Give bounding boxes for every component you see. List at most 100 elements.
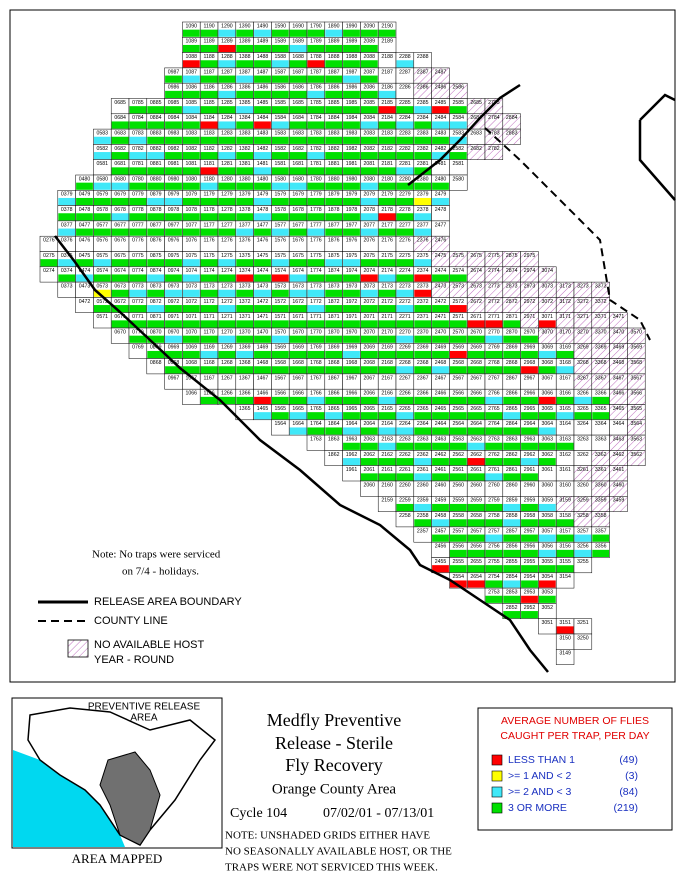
dates: 07/02/01 - 07/13/01 — [323, 806, 434, 821]
cell-status — [592, 412, 610, 420]
cell-status — [182, 366, 200, 374]
cell-status — [236, 320, 254, 328]
note: on 7/4 - holidays. — [122, 566, 199, 578]
cell-label: 2482 — [435, 146, 447, 152]
cell-label: 3151 — [559, 620, 571, 626]
cell-label: 1862 — [328, 452, 340, 458]
cell-status — [40, 259, 58, 267]
cell-status — [325, 412, 343, 420]
cell-label: 2670 — [470, 329, 482, 335]
cell-label: 2069 — [364, 345, 376, 351]
cell-status — [378, 152, 396, 160]
cell-label: 0971 — [168, 314, 180, 320]
cell-label: 2483 — [435, 130, 447, 136]
cell-label: 2954 — [524, 574, 536, 580]
cell-label: 0981 — [168, 161, 180, 167]
cell-label: 1473 — [257, 283, 269, 289]
cell-status — [93, 289, 111, 297]
cell-status — [378, 136, 396, 144]
cell-status — [236, 75, 254, 83]
cell-label: 0977 — [168, 222, 180, 228]
cell-label: 2379 — [417, 192, 429, 198]
cell-status — [396, 228, 414, 236]
county-line — [484, 127, 651, 341]
cell-label: 1483 — [257, 130, 269, 136]
cell-status — [378, 213, 396, 221]
cell-status — [449, 503, 467, 512]
cell-label: 0967 — [168, 375, 180, 381]
cell-label: 2572 — [453, 299, 465, 305]
cell-label: 2174 — [381, 268, 393, 274]
cell-label: 2669 — [470, 345, 482, 351]
cell-label: 2866 — [506, 391, 518, 397]
cell-status — [396, 167, 414, 175]
cell-status — [396, 335, 414, 343]
cell-label: 1765 — [310, 406, 322, 412]
cell-label: 2363 — [417, 436, 429, 442]
cell-label: 0970 — [168, 329, 180, 335]
cell-label: 1075 — [186, 253, 198, 259]
cell-label: 2557 — [453, 528, 465, 534]
cell-status — [200, 29, 218, 37]
cell-status — [325, 305, 343, 313]
cell-status — [360, 197, 378, 206]
cell-label: 1778 — [310, 207, 322, 213]
cell-label: 3465 — [613, 406, 625, 412]
cell-label: 1190 — [204, 23, 215, 29]
cell-label: 1968 — [346, 360, 358, 366]
cell-label: 0778 — [132, 207, 144, 213]
cell-label: 1665 — [292, 406, 304, 412]
cell-label: 0876 — [150, 238, 162, 244]
cell-status — [200, 106, 218, 114]
cell-label: 1382 — [239, 146, 251, 152]
cell-label: 1681 — [292, 161, 304, 167]
cell-label: 1963 — [346, 436, 358, 442]
cell-label: 2673 — [470, 283, 482, 289]
cell-status — [378, 442, 396, 450]
cell-label: 1763 — [310, 436, 322, 442]
cell-status — [111, 167, 129, 175]
cell-status — [360, 259, 378, 267]
cell-status — [432, 442, 449, 450]
cell-status — [325, 152, 343, 160]
cell-label: 1666 — [292, 391, 304, 397]
cell-status — [289, 305, 307, 313]
cell-status — [200, 350, 218, 359]
cell-label: 0374 — [61, 268, 73, 274]
cell-label: 3262 — [577, 452, 589, 458]
cell-status — [271, 213, 289, 221]
cell-label: 3169 — [559, 345, 571, 351]
cell-status — [538, 442, 556, 450]
cell-status — [485, 549, 503, 557]
cell-label: 3460 — [613, 482, 625, 488]
cell-status — [360, 213, 378, 221]
cell-label: 3259 — [577, 498, 589, 504]
cell-status — [218, 274, 236, 282]
cell-label: 1888 — [328, 54, 340, 60]
cell-label: 2462 — [435, 452, 447, 458]
cell-status — [200, 320, 218, 328]
cell-label: 3161 — [559, 467, 571, 473]
cell-status — [449, 412, 467, 420]
cell-label: 2173 — [381, 283, 393, 289]
cell-status — [556, 442, 574, 450]
cell-label: 2161 — [381, 467, 393, 473]
cell-status — [325, 213, 343, 221]
cell-status — [254, 152, 271, 160]
cell-status — [325, 427, 343, 435]
cell-status — [378, 106, 396, 114]
cell-status — [538, 427, 556, 435]
cell-status — [360, 228, 378, 236]
cell-status — [218, 366, 236, 374]
cell-label: 0682 — [114, 146, 126, 152]
cell-status — [414, 473, 432, 481]
cell-status — [271, 136, 289, 144]
cell-status — [467, 350, 485, 359]
cell-status — [396, 412, 414, 420]
grid-cell — [573, 557, 593, 574]
cell-label: 2283 — [399, 130, 411, 136]
cell-label: 0973 — [168, 283, 180, 289]
cell-status — [200, 90, 218, 98]
cell-status — [271, 335, 289, 343]
cell-label: 1286 — [221, 85, 233, 91]
